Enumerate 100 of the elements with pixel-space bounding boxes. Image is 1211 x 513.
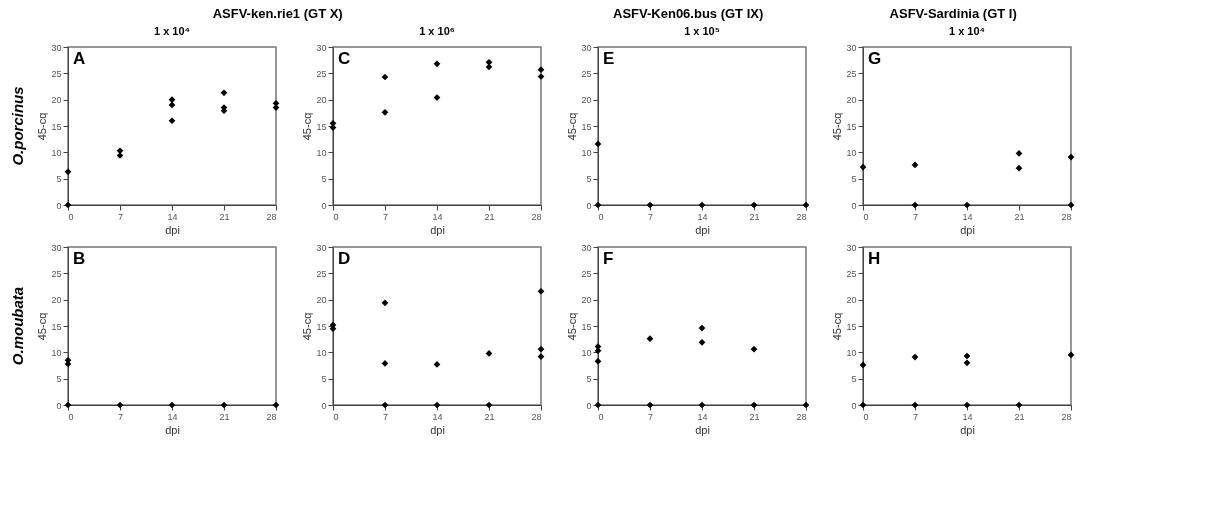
point — [1015, 401, 1023, 409]
y-tick-label: 30 — [316, 42, 327, 53]
y-axis-title: 45-cq — [831, 312, 844, 341]
chart-title: ASFV-Sardinia (GT I) — [889, 6, 1017, 22]
point — [594, 357, 602, 365]
y-tick-label: 15 — [846, 121, 857, 132]
y-tick-label: 0 — [56, 200, 62, 211]
x-tick-label: 21 — [749, 211, 760, 222]
x-tick-label: 21 — [1014, 211, 1025, 222]
y-tick-label: 0 — [321, 200, 327, 211]
point — [963, 201, 971, 209]
point — [963, 401, 971, 409]
x-tick-label: 0 — [598, 411, 604, 422]
y-tick-label: 15 — [316, 121, 327, 132]
point — [911, 401, 919, 409]
x-tick-label: 14 — [432, 411, 443, 422]
y-tick-label: 25 — [581, 268, 592, 279]
x-tick-label: 28 — [796, 411, 807, 422]
point — [381, 401, 389, 409]
x-tick-label: 28 — [531, 211, 542, 222]
y-axis-title: 45-cq — [36, 112, 49, 141]
y-tick-label: 5 — [321, 374, 327, 385]
y-tick-label: 15 — [316, 321, 327, 332]
x-axis-title: dpi — [695, 423, 710, 436]
y-tick-label: 15 — [846, 321, 857, 332]
y-tick-label: 20 — [316, 295, 327, 306]
y-tick-label: 20 — [51, 295, 62, 306]
y-tick-label: 30 — [51, 42, 62, 53]
point — [963, 352, 971, 360]
x-tick-label: 28 — [531, 411, 542, 422]
y-tick-label: 30 — [316, 242, 327, 253]
x-tick-label: 14 — [962, 211, 973, 222]
x-tick-label: 7 — [117, 211, 124, 222]
text: O.moubata — [9, 286, 26, 366]
y-tick-label: 15 — [51, 321, 62, 332]
x-tick-label: 28 — [1061, 411, 1072, 422]
point — [750, 401, 758, 409]
point — [750, 345, 758, 353]
point — [381, 73, 389, 81]
y-tick-label: 0 — [56, 400, 62, 411]
point — [381, 299, 389, 307]
x-tick-label: 0 — [68, 411, 74, 422]
x-tick-label: 7 — [912, 411, 919, 422]
x-tick-label: 7 — [647, 211, 654, 222]
y-tick-label: 10 — [581, 347, 592, 358]
point — [485, 401, 493, 409]
chart-subtitle: 1 x 10⁶ — [419, 25, 455, 37]
point — [485, 63, 493, 71]
y-tick-label: 20 — [51, 95, 62, 106]
chart-subtitle: 1 x 10⁴ — [153, 25, 191, 37]
point — [168, 96, 176, 104]
x-tick-label: 0 — [863, 411, 869, 422]
point — [1067, 351, 1075, 359]
point — [381, 108, 389, 116]
y-tick-label: 5 — [56, 174, 62, 185]
annotation: H — [868, 249, 881, 268]
point — [911, 353, 919, 361]
x-axis-title: dpi — [430, 223, 445, 236]
point — [537, 345, 545, 353]
point — [963, 359, 971, 367]
y-tick-label: 25 — [846, 268, 857, 279]
y-tick-label: 10 — [51, 347, 62, 358]
y-tick-label: 5 — [321, 174, 327, 185]
x-tick-label: 7 — [912, 211, 919, 222]
point — [698, 401, 706, 409]
point — [64, 168, 72, 176]
y-tick-label: 0 — [586, 200, 592, 211]
point — [1067, 153, 1075, 161]
y-tick-label: 0 — [321, 400, 327, 411]
point — [116, 401, 124, 409]
y-tick-label: 10 — [581, 147, 592, 158]
y-axis-title: 45-cq — [36, 312, 49, 341]
x-tick-label: 0 — [863, 211, 869, 222]
y-tick-label: 30 — [846, 42, 857, 53]
x-tick-label: 14 — [167, 411, 178, 422]
y-tick-label: 15 — [581, 321, 592, 332]
y-tick-label: 10 — [51, 147, 62, 158]
y-tick-label: 20 — [846, 95, 857, 106]
annotation: D — [338, 249, 351, 268]
y-tick-label: 5 — [586, 374, 592, 385]
x-tick-label: 21 — [484, 211, 495, 222]
annotation: G — [868, 49, 882, 68]
x-tick-label: 14 — [962, 411, 973, 422]
y-tick-label: 0 — [851, 400, 857, 411]
x-axis-title: dpi — [960, 223, 975, 236]
x-tick-label: 21 — [219, 411, 230, 422]
x-tick-label: 0 — [68, 211, 74, 222]
point — [168, 117, 176, 125]
x-tick-label: 14 — [697, 211, 708, 222]
y-tick-label: 20 — [581, 95, 592, 106]
annotation: C — [338, 49, 351, 68]
x-tick-label: 7 — [382, 211, 389, 222]
x-axis-title: dpi — [165, 423, 180, 436]
y-tick-label: 10 — [846, 147, 857, 158]
point — [220, 89, 228, 97]
x-tick-label: 7 — [117, 411, 124, 422]
point — [433, 401, 441, 409]
x-tick-label: 21 — [219, 211, 230, 222]
y-axis-title: 45-cq — [566, 312, 579, 341]
chart-title: ASFV-Ken06.bus (GT IX) — [613, 6, 764, 22]
